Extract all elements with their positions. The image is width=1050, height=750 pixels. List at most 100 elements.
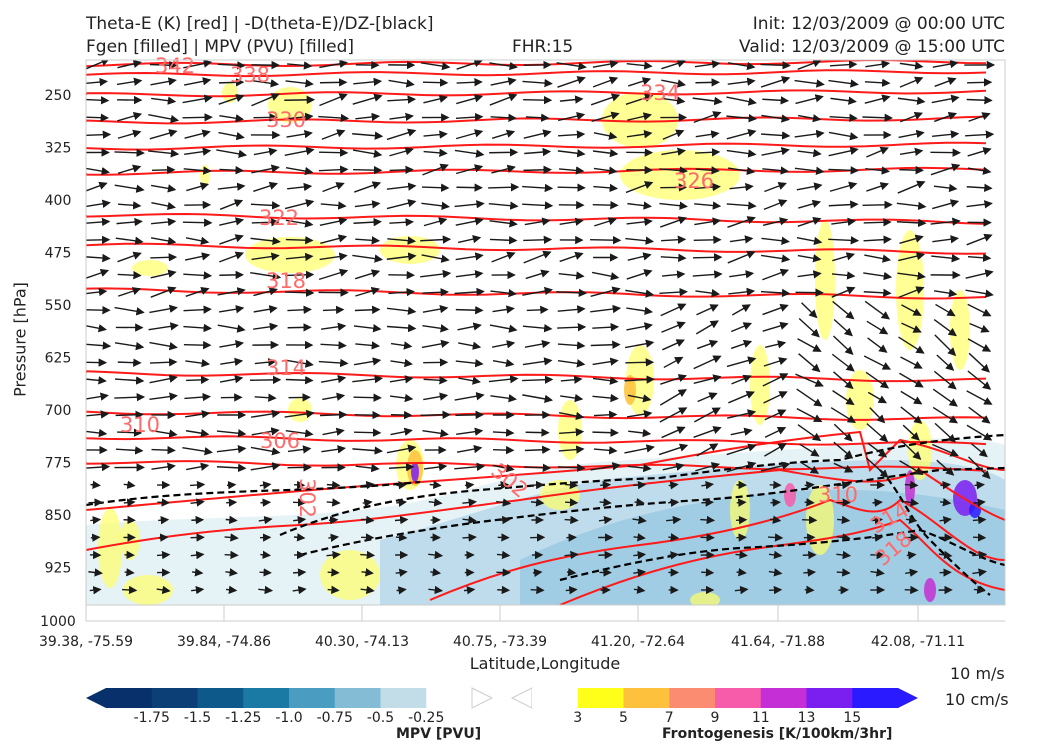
wind-arrow — [836, 533, 851, 542]
wind-arrow — [224, 550, 239, 560]
wind-arrow — [831, 271, 856, 280]
wind-arrow — [662, 129, 685, 140]
wind-arrow — [969, 322, 990, 333]
wind-arrow — [532, 568, 543, 578]
cbar-fgen-swatch — [760, 688, 807, 708]
wind-arrow — [729, 235, 754, 244]
wind-arrow — [217, 324, 246, 333]
fgen-blob — [730, 480, 750, 540]
wind-arrow — [287, 61, 313, 70]
wind-arrow — [284, 409, 315, 419]
wind-arrow — [696, 339, 719, 350]
wind-arrow — [625, 93, 654, 106]
wind-arrow — [354, 357, 382, 366]
wind-arrow — [395, 568, 408, 577]
wind-arrow — [191, 568, 204, 577]
wind-arrow — [633, 533, 646, 542]
wind-arrow — [354, 269, 381, 280]
wind-arrow — [488, 201, 519, 210]
wind-arrow — [896, 218, 927, 228]
wind-arrow — [156, 585, 171, 595]
fgen-blob — [245, 237, 335, 273]
wind-arrow — [253, 181, 279, 192]
wind-arrow — [668, 533, 680, 542]
wind-arrow — [862, 113, 893, 122]
wind-arrow — [455, 410, 485, 420]
wind-arrow — [557, 341, 586, 350]
cbar-fgen-swatch — [806, 688, 853, 708]
fgen-blob — [815, 220, 835, 340]
wind-arrow — [966, 96, 993, 105]
wind-arrow — [216, 445, 247, 454]
wind-arrow — [701, 481, 715, 490]
wind-arrow — [117, 60, 142, 69]
wind-arrow — [590, 286, 621, 297]
wind-arrow — [901, 440, 922, 460]
wind-arrow — [559, 217, 584, 226]
wind-arrow — [899, 147, 924, 156]
wind-arrow — [559, 427, 585, 437]
theta-e-contour — [86, 370, 987, 383]
wind-arrow — [556, 288, 588, 298]
wind-arrow — [86, 376, 107, 385]
wind-arrow — [151, 462, 176, 471]
fgen-blob — [222, 83, 238, 103]
wind-arrow — [804, 585, 815, 594]
wind-arrow — [796, 182, 823, 191]
wind-arrow — [833, 441, 854, 459]
wind-arrow — [729, 182, 754, 192]
wind-arrow — [183, 166, 212, 175]
wind-arrow — [804, 498, 815, 507]
wind-arrow — [318, 268, 349, 281]
fgen-blob — [320, 550, 380, 600]
wind-arrow — [701, 568, 715, 577]
wind-arrow — [258, 585, 274, 595]
wind-arrow — [905, 515, 918, 524]
wind-arrow — [832, 390, 855, 406]
wind-arrow — [522, 78, 553, 88]
wind-arrow — [285, 79, 314, 88]
wind-arrow — [355, 112, 381, 122]
cbar-fgen-tick: 15 — [843, 710, 861, 726]
wind-arrow — [219, 78, 245, 87]
wind-arrow — [455, 359, 484, 368]
theta-e-contour — [86, 410, 987, 421]
wind-arrow — [867, 337, 888, 353]
wind-arrow — [593, 131, 618, 140]
wind-arrow — [186, 462, 210, 471]
wind-arrow — [463, 586, 476, 595]
wind-arrow — [804, 481, 815, 490]
wind-arrow — [422, 78, 449, 87]
wind-arrow — [386, 306, 417, 316]
wind-arrow — [149, 374, 178, 384]
wind-arrow — [217, 287, 246, 296]
wind-arrow — [828, 146, 859, 157]
wind-arrow — [727, 216, 756, 228]
contour-label: 326 — [674, 169, 714, 193]
wind-arrow — [660, 253, 687, 262]
wind-arrow — [253, 147, 278, 156]
wind-arrow — [386, 252, 417, 261]
contour-label: 306 — [260, 429, 300, 453]
wind-arrow — [730, 427, 753, 436]
wind-arrow — [899, 460, 924, 475]
wind-arrow — [151, 96, 177, 105]
wind-arrow — [696, 443, 719, 457]
wind-arrow — [390, 410, 413, 420]
wind-arrow — [396, 586, 407, 595]
wind-arrow — [117, 201, 142, 210]
wind-arrow — [693, 374, 722, 384]
cbar-mpv-tick: -0.75 — [317, 710, 353, 726]
wind-arrow — [251, 252, 280, 261]
wind-arrow — [491, 251, 516, 263]
y-tick-label: 925 — [45, 561, 72, 577]
wind-arrow — [695, 166, 720, 175]
wind-arrow — [251, 427, 280, 436]
wind-arrow — [151, 445, 176, 455]
cbar-fgen-swatch — [623, 688, 670, 708]
plot-frame — [85, 59, 1006, 606]
wind-arrow — [454, 200, 485, 209]
wind-arrow — [498, 480, 510, 490]
cbar-mpv-swatch — [426, 688, 473, 708]
wind-arrow — [900, 406, 923, 424]
